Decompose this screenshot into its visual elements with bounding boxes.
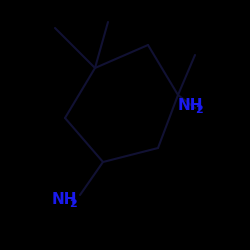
Text: NH: NH — [52, 192, 78, 208]
Text: 2: 2 — [195, 105, 203, 115]
Text: 2: 2 — [69, 199, 77, 209]
Text: NH: NH — [178, 98, 204, 114]
